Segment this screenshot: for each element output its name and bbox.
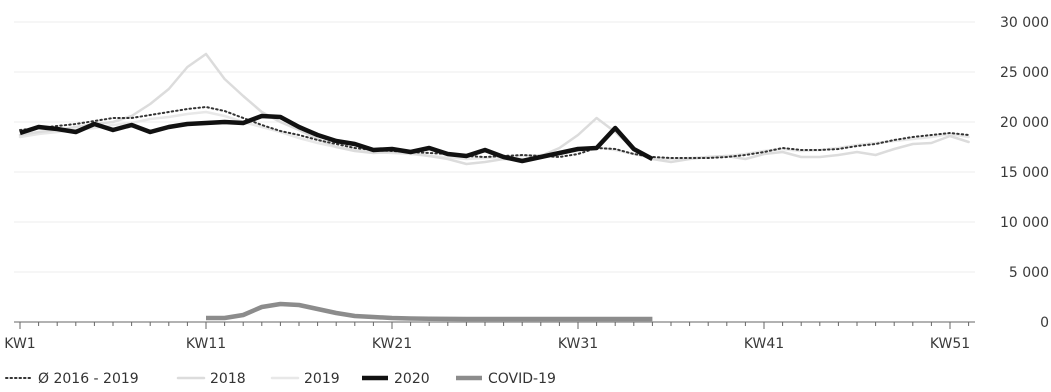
series-line-2020: [19, 113, 654, 164]
x-axis-ticks: KW1 KW11 KW21 KW31 KW41 KW51: [4, 322, 970, 352]
series-line-covid-19: [206, 301, 653, 322]
y-tick-label: 30 000: [1000, 15, 1049, 31]
series-line-2018: [18, 52, 970, 166]
grid-lines: [14, 21, 975, 273]
legend: Ø 2016 - 2019 2018 2019 2020 COVID-19: [5, 371, 556, 387]
x-tick-label: KW31: [558, 336, 598, 352]
legend-label: 2018: [210, 371, 246, 387]
legend-label: 2020: [394, 371, 430, 387]
x-tick-label: KW41: [744, 336, 784, 352]
series-line-2016-2019: [19, 106, 970, 159]
legend-label: 2019: [304, 371, 340, 387]
y-tick-label: 25 000: [1000, 65, 1049, 81]
y-tick-label: 5 000: [1009, 265, 1049, 281]
y-tick-label: 10 000: [1000, 215, 1049, 231]
y-tick-label: 15 000: [1000, 165, 1049, 181]
y-tick-label: 0: [1040, 315, 1049, 331]
y-axis-ticks: 30 000 25 000 20 000 15 000 10 000 5 000 0: [1000, 15, 1049, 331]
legend-label: COVID-19: [488, 371, 556, 387]
x-tick-label: KW11: [186, 336, 226, 352]
legend-label: Ø 2016 - 2019: [38, 371, 139, 387]
y-tick-label: 20 000: [1000, 115, 1049, 131]
x-tick-label: KW21: [372, 336, 412, 352]
x-tick-label: KW1: [4, 336, 35, 352]
series-layer: [18, 52, 970, 322]
x-tick-label: KW51: [930, 336, 970, 352]
